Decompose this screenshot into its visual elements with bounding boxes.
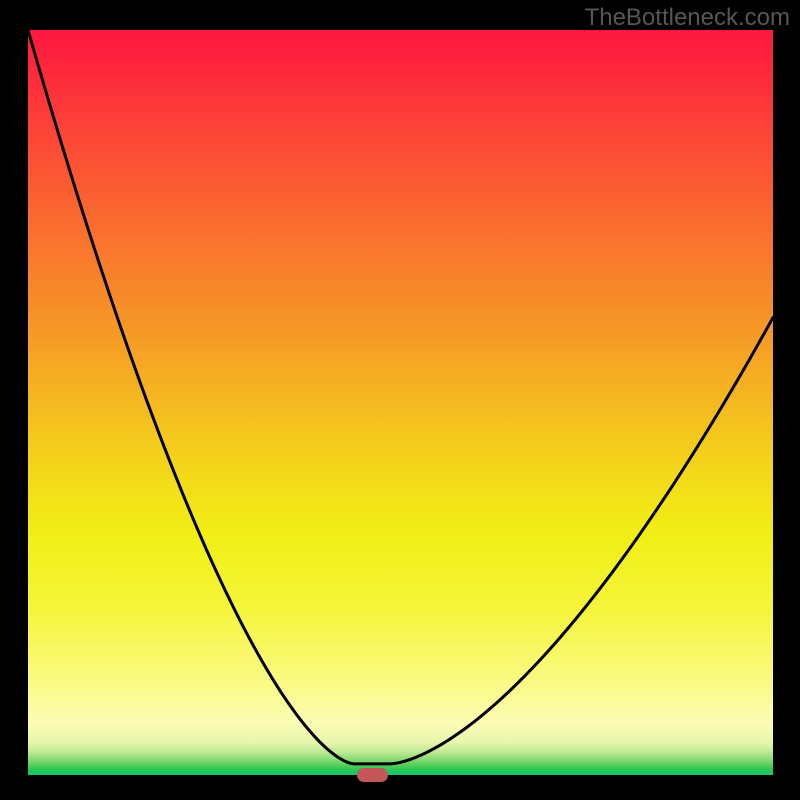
plot-area <box>28 30 773 775</box>
chart-container: TheBottleneck.com <box>0 0 800 800</box>
watermark-text: TheBottleneck.com <box>585 4 790 32</box>
gradient-background <box>28 30 773 775</box>
optimum-marker <box>357 768 388 781</box>
plot-svg <box>28 30 773 775</box>
